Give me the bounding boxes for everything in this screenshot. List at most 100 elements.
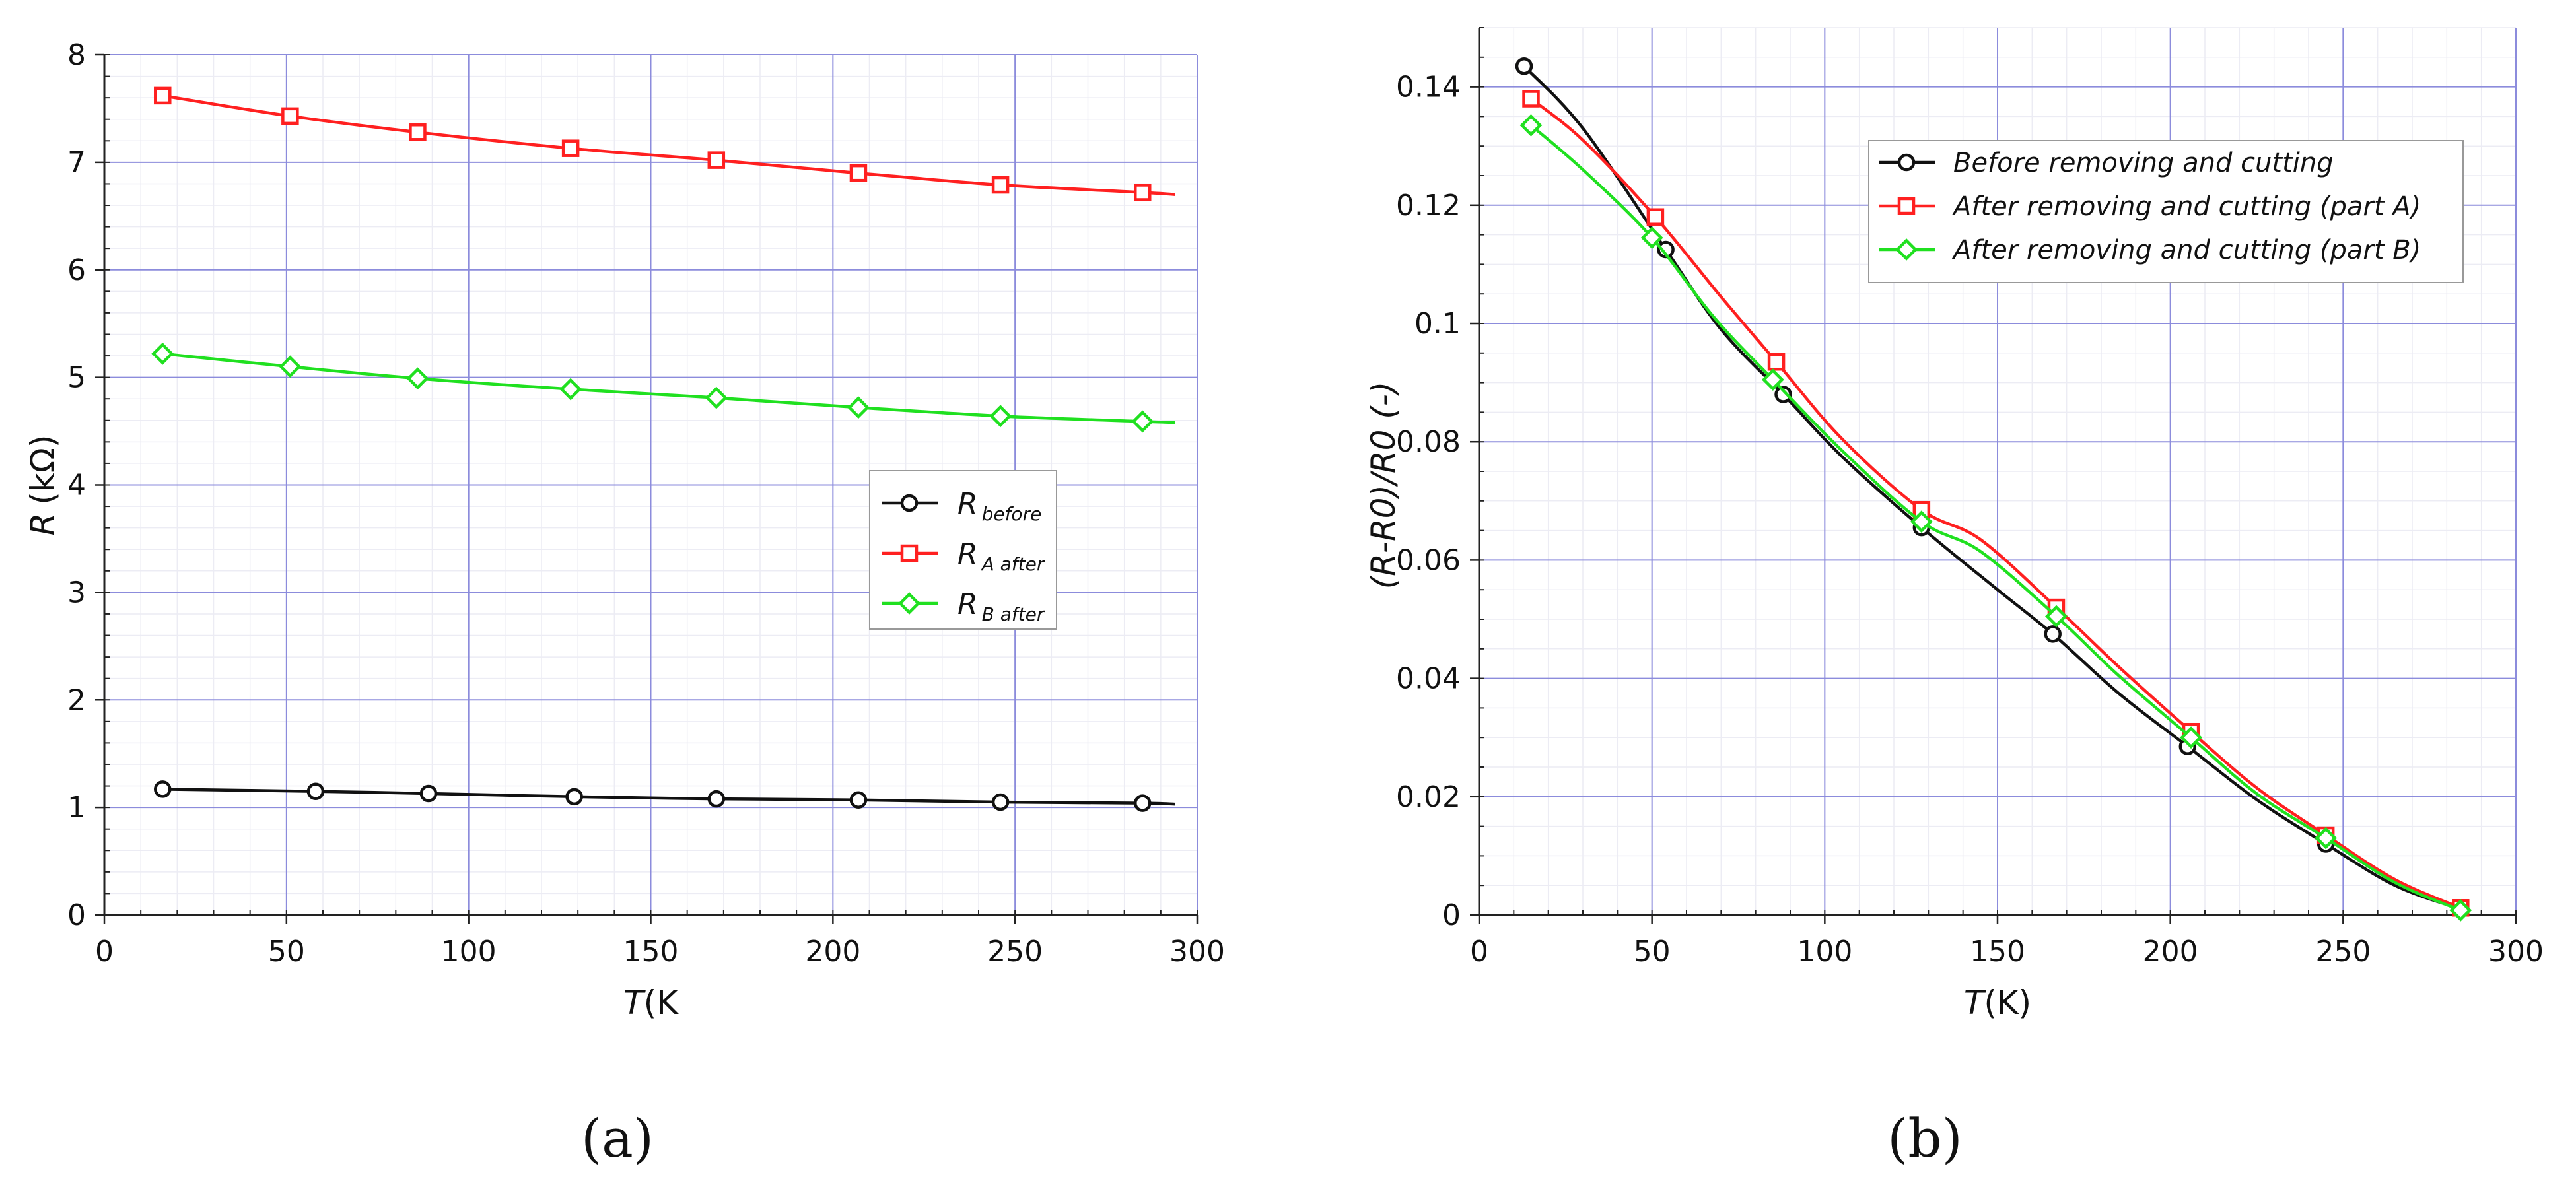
x-tick-label: 100 xyxy=(1797,935,1852,968)
y-tick-label: 0 xyxy=(1442,898,1461,932)
y-tick-label: 8 xyxy=(67,38,86,72)
data-point xyxy=(2044,625,2062,643)
series-1 xyxy=(154,86,1176,201)
y-tick-label: 1 xyxy=(67,791,86,825)
x-tick-label: 200 xyxy=(805,935,860,968)
data-point xyxy=(151,342,174,365)
legend-label-sub: B after xyxy=(982,603,1045,625)
legend-marker xyxy=(900,494,919,512)
series-line xyxy=(162,788,1175,806)
data-point xyxy=(154,86,172,105)
x-tick-label: 50 xyxy=(268,935,305,968)
legend-label-sub: A after xyxy=(981,553,1045,575)
legend-label: After removing and cutting (part A) xyxy=(1951,191,2421,222)
data-point xyxy=(565,788,583,806)
data-point xyxy=(1134,184,1152,201)
x-axis-label: T(K) xyxy=(1964,984,2031,1022)
x-tick-label: 250 xyxy=(2315,935,2371,968)
x-tick-label: 200 xyxy=(2143,935,2198,968)
y-axis-label-var: R xyxy=(24,513,62,536)
legend-marker xyxy=(1897,197,1916,215)
data-point xyxy=(561,139,580,157)
data-point xyxy=(1761,368,1784,391)
x-tick-label: 150 xyxy=(623,935,679,968)
y-tick-label: 7 xyxy=(67,146,86,180)
data-point xyxy=(1522,90,1540,108)
legend: Before removing and cutting After removin… xyxy=(1868,140,2464,283)
x-axis-label-var: T xyxy=(623,984,646,1022)
data-point xyxy=(1131,410,1154,433)
chart-panel-b: 0 50 100 150 200 250 300 0 0.02 0.04 0.06 0.08 0.1 0.… xyxy=(1364,27,2544,1169)
legend-label-main: R xyxy=(957,487,978,521)
data-point xyxy=(406,367,429,390)
legend-label-sub: before xyxy=(982,503,1042,525)
x-axis-label-var: T xyxy=(1964,984,1986,1022)
x-axis-label: T(K xyxy=(623,984,679,1022)
y-tick-label: 0.04 xyxy=(1396,662,1461,696)
data-point xyxy=(2045,605,2068,628)
y-tick-label: 0.08 xyxy=(1396,425,1461,459)
series-line xyxy=(162,94,1176,196)
data-point xyxy=(1646,208,1665,226)
data-point xyxy=(1774,386,1792,403)
series-line xyxy=(1523,65,2462,911)
y-tick-label: 4 xyxy=(67,469,86,502)
y-axis-label: R (kΩ) xyxy=(24,435,62,536)
legend-marker xyxy=(898,592,921,615)
legend-label-main: R xyxy=(957,588,978,621)
y-tick-label: 0.06 xyxy=(1396,543,1461,577)
panel-label-a: (a) xyxy=(581,1108,654,1169)
data-point xyxy=(989,405,1012,428)
data-point xyxy=(559,378,582,401)
x-tick-label: 50 xyxy=(1634,935,1671,968)
legend-label: After removing and cutting (part B) xyxy=(1951,235,2421,265)
y-axis-label: (R-R0)/R0 (-) xyxy=(1364,382,1403,590)
legend-box xyxy=(1868,140,2464,283)
x-axis-label-unit: (K xyxy=(644,984,679,1022)
data-point xyxy=(1767,353,1786,371)
y-tick-label: 0 xyxy=(67,898,86,932)
x-tick-label: 250 xyxy=(987,935,1043,968)
data-point xyxy=(991,176,1010,194)
data-point xyxy=(409,123,427,141)
data-point xyxy=(847,396,870,419)
series-line xyxy=(162,352,1175,424)
panel-label-b: (b) xyxy=(1887,1108,1963,1169)
data-point xyxy=(1134,794,1152,812)
data-point xyxy=(849,164,868,182)
data-point xyxy=(2180,726,2202,749)
y-tick-label: 0.14 xyxy=(1396,71,1461,104)
x-axis-label-unit: (K) xyxy=(1984,984,2031,1022)
legend-entry: Before removing and cutting xyxy=(1879,148,2334,178)
y-tick-label: 0.12 xyxy=(1396,189,1461,222)
data-point xyxy=(707,151,726,169)
y-tick-label: 0.02 xyxy=(1396,780,1461,814)
data-point xyxy=(1519,114,1543,137)
data-point xyxy=(419,784,438,803)
series-line xyxy=(1530,97,2462,910)
data-point xyxy=(2315,827,2338,850)
data-point xyxy=(2449,898,2472,922)
data-point xyxy=(849,791,868,809)
series-2 xyxy=(1519,114,2472,922)
x-tick-label: 300 xyxy=(2488,935,2544,968)
y-tick-label: 6 xyxy=(67,254,86,287)
legend-marker xyxy=(1897,153,1916,172)
data-point xyxy=(154,780,172,798)
x-tick-label: 300 xyxy=(1169,935,1225,968)
data-point xyxy=(281,107,299,125)
y-axis-label-unit: (kΩ) xyxy=(24,435,62,505)
legend-marker xyxy=(900,544,919,562)
data-point xyxy=(279,355,302,378)
x-tick-label: 0 xyxy=(95,935,114,968)
y-tick-label: 2 xyxy=(67,683,86,717)
